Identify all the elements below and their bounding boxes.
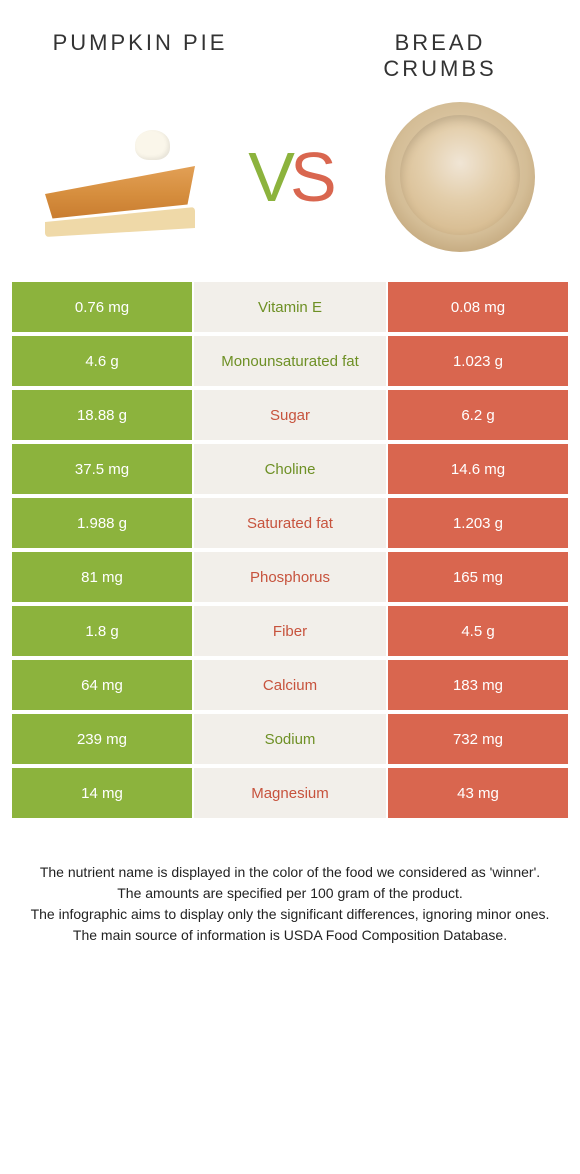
right-value: 43 mg bbox=[388, 768, 568, 818]
footer-line: The main source of information is USDA F… bbox=[30, 925, 550, 946]
left-value: 81 mg bbox=[12, 552, 192, 602]
right-value: 6.2 g bbox=[388, 390, 568, 440]
vs-s: S bbox=[290, 138, 332, 216]
pumpkin-pie-image bbox=[30, 102, 210, 252]
nutrient-row: 0.76 mgVitamin E0.08 mg bbox=[12, 282, 568, 332]
nutrient-label: Phosphorus bbox=[192, 552, 388, 602]
vs-label: VS bbox=[248, 137, 331, 217]
nutrient-label: Monounsaturated fat bbox=[192, 336, 388, 386]
nutrient-label: Magnesium bbox=[192, 768, 388, 818]
right-value: 183 mg bbox=[388, 660, 568, 710]
nutrient-label: Calcium bbox=[192, 660, 388, 710]
nutrient-row: 81 mgPhosphorus165 mg bbox=[12, 552, 568, 602]
nutrient-label: Sugar bbox=[192, 390, 388, 440]
left-value: 18.88 g bbox=[12, 390, 192, 440]
nutrient-row: 37.5 mgCholine14.6 mg bbox=[12, 444, 568, 494]
nutrient-row: 4.6 gMonounsaturated fat1.023 g bbox=[12, 336, 568, 386]
left-food-title: PUMPKIN PIE bbox=[40, 30, 240, 82]
nutrient-label: Choline bbox=[192, 444, 388, 494]
nutrient-row: 1.8 gFiber4.5 g bbox=[12, 606, 568, 656]
right-value: 732 mg bbox=[388, 714, 568, 764]
left-value: 239 mg bbox=[12, 714, 192, 764]
left-value: 1.8 g bbox=[12, 606, 192, 656]
right-value: 4.5 g bbox=[388, 606, 568, 656]
right-value: 14.6 mg bbox=[388, 444, 568, 494]
footer-notes: The nutrient name is displayed in the co… bbox=[0, 822, 580, 946]
footer-line: The nutrient name is displayed in the co… bbox=[30, 862, 550, 883]
right-value: 1.203 g bbox=[388, 498, 568, 548]
nutrient-row: 14 mgMagnesium43 mg bbox=[12, 768, 568, 818]
footer-line: The amounts are specified per 100 gram o… bbox=[30, 883, 550, 904]
nutrient-row: 18.88 gSugar6.2 g bbox=[12, 390, 568, 440]
left-value: 64 mg bbox=[12, 660, 192, 710]
nutrient-row: 239 mgSodium732 mg bbox=[12, 714, 568, 764]
nutrient-row: 1.988 gSaturated fat1.203 g bbox=[12, 498, 568, 548]
nutrient-label: Sodium bbox=[192, 714, 388, 764]
nutrient-label: Vitamin E bbox=[192, 282, 388, 332]
nutrient-label: Saturated fat bbox=[192, 498, 388, 548]
left-value: 14 mg bbox=[12, 768, 192, 818]
footer-line: The infographic aims to display only the… bbox=[30, 904, 550, 925]
vs-v: V bbox=[248, 138, 290, 216]
left-value: 0.76 mg bbox=[12, 282, 192, 332]
nutrient-row: 64 mgCalcium183 mg bbox=[12, 660, 568, 710]
left-value: 1.988 g bbox=[12, 498, 192, 548]
left-value: 37.5 mg bbox=[12, 444, 192, 494]
right-value: 165 mg bbox=[388, 552, 568, 602]
right-value: 1.023 g bbox=[388, 336, 568, 386]
left-value: 4.6 g bbox=[12, 336, 192, 386]
comparison-table: 0.76 mgVitamin E0.08 mg4.6 gMonounsatura… bbox=[0, 282, 580, 818]
right-value: 0.08 mg bbox=[388, 282, 568, 332]
nutrient-label: Fiber bbox=[192, 606, 388, 656]
bread-crumbs-image bbox=[370, 102, 550, 252]
right-food-title: BREAD CRUMBS bbox=[340, 30, 540, 82]
